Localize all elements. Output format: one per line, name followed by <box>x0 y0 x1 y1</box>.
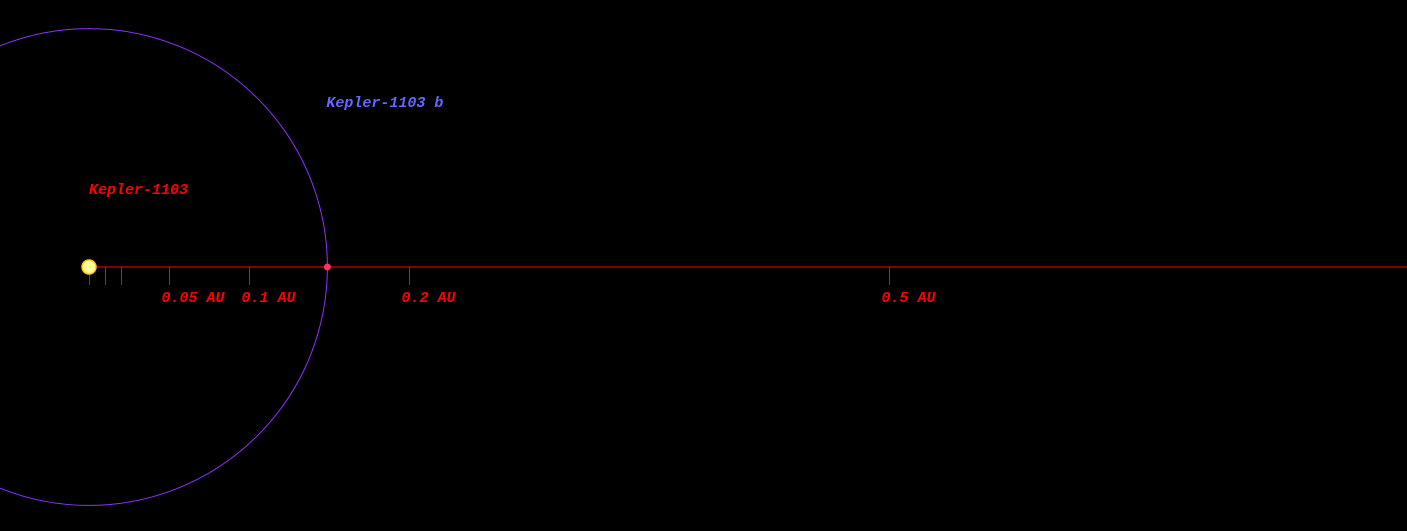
star-label: Kepler-1103 <box>89 182 188 199</box>
star <box>81 259 97 275</box>
tick-label: 0.05 AU <box>162 290 226 307</box>
planet-label: Kepler-1103 b <box>326 95 443 112</box>
tick-label: 0.2 AU <box>402 290 457 307</box>
tick-label: 0.1 AU <box>242 290 297 307</box>
tick-label: 0.5 AU <box>882 290 937 307</box>
planet <box>323 263 331 271</box>
